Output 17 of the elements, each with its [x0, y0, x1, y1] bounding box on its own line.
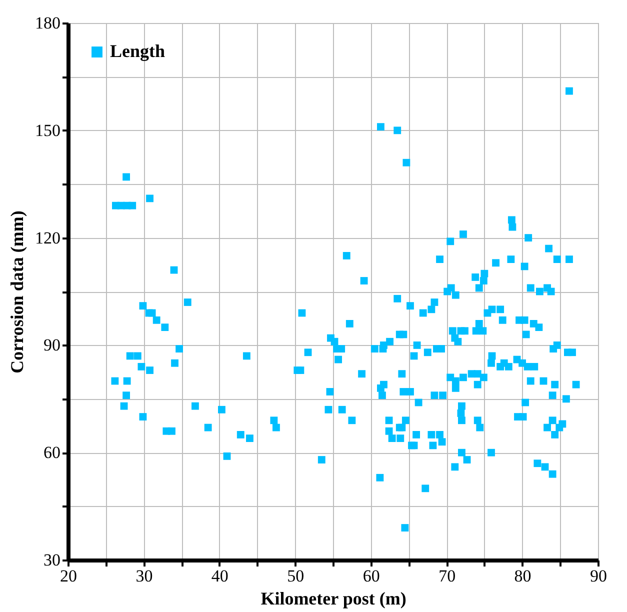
x-tick-label: 50 — [287, 566, 304, 586]
y-tick-label: 150 — [35, 120, 60, 140]
legend-label: Length — [110, 41, 166, 61]
x-axis-title: Kilometer post (m) — [260, 588, 406, 608]
x-tick-label: 90 — [590, 566, 607, 586]
x-tick-label: 60 — [362, 566, 380, 586]
x-tick-label: 20 — [60, 566, 77, 586]
y-tick-label: 120 — [35, 228, 60, 248]
y-tick-label: 90 — [44, 336, 60, 355]
y-tick-label: 180 — [35, 14, 60, 32]
x-tick-label: 40 — [211, 566, 228, 586]
x-tick-label: 70 — [438, 566, 456, 586]
x-tick-label: 80 — [514, 566, 532, 586]
y-axis-title: Corrosion data (mm) — [7, 210, 27, 374]
y-tick-label: 60 — [44, 443, 60, 462]
x-tick-label: 30 — [136, 566, 153, 586]
y-tick-label: 30 — [44, 550, 60, 570]
